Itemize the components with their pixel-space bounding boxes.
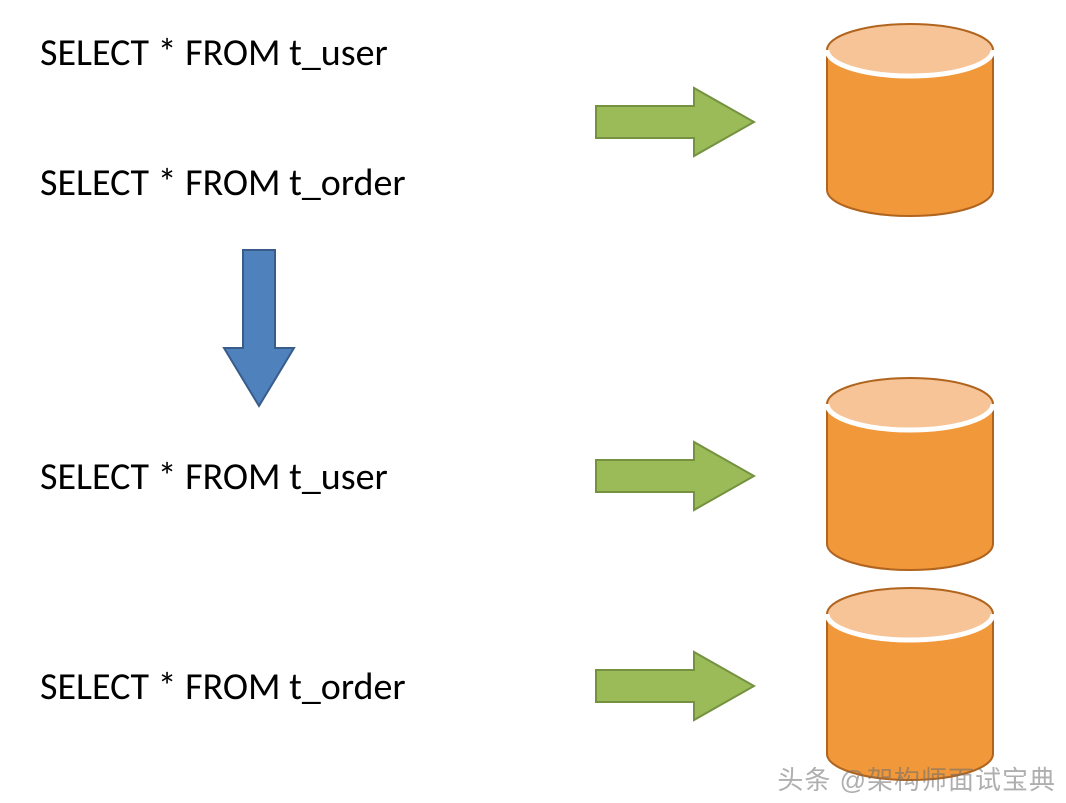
watermark-text: 头条 @架构师面试宝典 xyxy=(777,760,1056,797)
arrow-right-1 xyxy=(594,86,756,158)
sql-line-1: SELECT * FROM t_user xyxy=(40,30,388,76)
sql-line-2: SELECT * FROM t_order xyxy=(40,160,406,206)
arrow-right-2 xyxy=(594,440,756,512)
arrow-right-3 xyxy=(594,650,756,722)
sql-line-3: SELECT * FROM t_user xyxy=(40,454,388,500)
database-icon-2 xyxy=(824,376,996,572)
database-icon-1 xyxy=(824,22,996,218)
arrow-down xyxy=(222,248,296,408)
sql-line-4: SELECT * FROM t_order xyxy=(40,664,406,710)
database-icon-3 xyxy=(824,586,996,782)
